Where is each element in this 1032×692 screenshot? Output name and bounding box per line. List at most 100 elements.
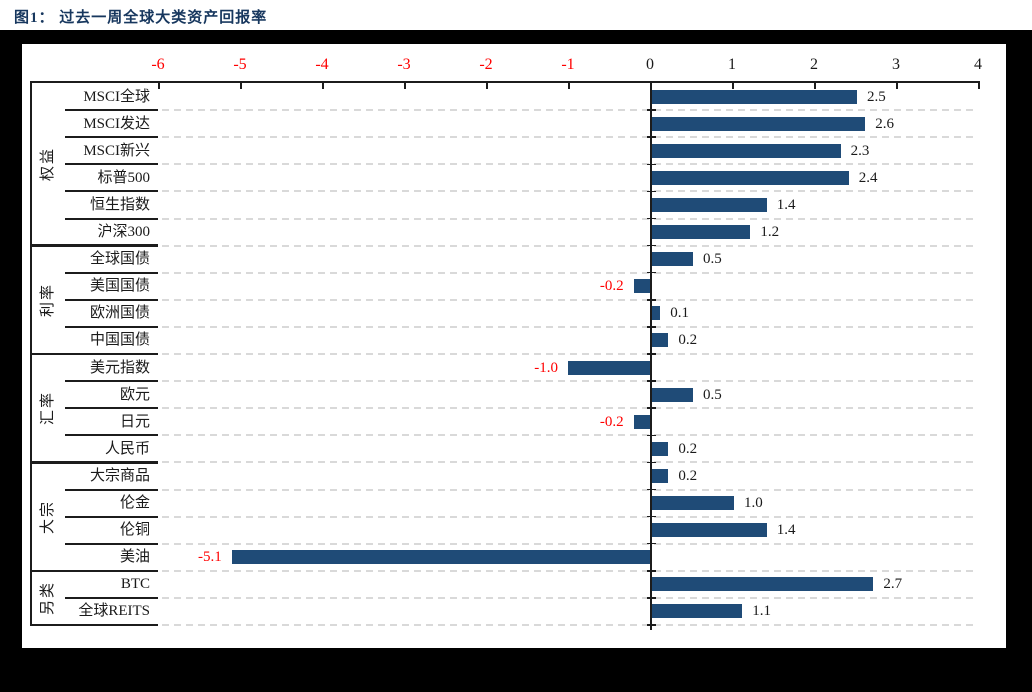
bar — [633, 414, 650, 429]
x-tick-mark — [978, 83, 980, 89]
x-tick-mark — [568, 83, 570, 89]
value-label: 2.5 — [867, 88, 886, 105]
category-label: 伦铜 — [119, 522, 150, 539]
gridline — [162, 244, 978, 247]
bar — [652, 197, 767, 212]
gridline — [162, 380, 978, 383]
value-label: 2.4 — [858, 169, 878, 186]
value-label: 0.5 — [703, 251, 722, 268]
category-label: 中国国债 — [89, 332, 150, 349]
chart-panel: -6 -5 -4 -3 -2 -1 0 1 2 3 4 MSCI全球 2.5 MSCI发达 2.6 MSCI新… — [22, 44, 1006, 648]
figure-title: 图1： 过去一周全球大类资产回报率 — [14, 10, 268, 26]
category-label: 美国国债 — [89, 278, 150, 295]
category-label: MSCI发达 — [83, 115, 150, 132]
row-separator — [65, 136, 158, 139]
zero-line-tick — [646, 488, 656, 491]
row-separator — [65, 407, 158, 410]
row-separator — [65, 271, 158, 274]
gridline — [162, 542, 978, 545]
row-separator — [65, 488, 158, 491]
gridline — [162, 515, 978, 518]
gridline — [162, 353, 978, 355]
bar — [652, 496, 734, 511]
zero-line-tick — [646, 326, 656, 328]
gridline — [162, 271, 978, 274]
gridline — [162, 569, 978, 572]
bar — [568, 360, 650, 375]
value-label: -0.2 — [599, 413, 624, 430]
category-label: 伦金 — [119, 495, 150, 512]
row-separator — [65, 542, 158, 545]
x-tick-mark — [404, 83, 406, 89]
x-tick-label: 2 — [810, 56, 818, 73]
row-separator — [65, 298, 158, 301]
x-tick-label: -1 — [561, 56, 575, 73]
x-tick-mark — [486, 83, 488, 89]
bar — [652, 441, 669, 456]
x-tick-mark — [322, 83, 324, 89]
zero-line-tick — [646, 299, 656, 301]
zero-line-tick — [646, 597, 656, 599]
group-separator — [30, 244, 158, 247]
gridline — [162, 488, 978, 491]
category-label: 标普500 — [97, 169, 150, 186]
x-tick-label: 4 — [974, 56, 982, 73]
value-label: 2.3 — [850, 142, 870, 159]
x-tick-label: -2 — [479, 56, 493, 73]
value-label: 1.4 — [776, 196, 796, 213]
bar — [652, 252, 693, 267]
zero-line-tick — [646, 217, 656, 220]
zero-line-tick — [646, 163, 656, 166]
gridline — [162, 109, 978, 112]
group-label: 权益 — [39, 147, 56, 182]
zero-line — [650, 83, 652, 630]
gridline — [162, 596, 978, 599]
value-label: 1.1 — [752, 603, 771, 620]
group-separator — [30, 569, 158, 572]
zero-line-tick — [646, 570, 656, 572]
category-label: 美元指数 — [89, 359, 150, 376]
gridline — [162, 325, 978, 328]
gridline — [162, 461, 978, 464]
row-separator — [65, 515, 158, 518]
x-tick-mark — [814, 83, 816, 89]
x-tick-label: -5 — [233, 56, 247, 73]
category-label: 大宗商品 — [89, 467, 150, 484]
value-label: -1.0 — [534, 359, 558, 376]
value-label: 0.1 — [670, 305, 689, 322]
value-label: 0.2 — [678, 332, 698, 349]
bar — [652, 468, 669, 483]
category-label: 恒生指数 — [89, 196, 150, 213]
x-tick-label: -3 — [397, 56, 411, 73]
zero-line-tick — [646, 271, 656, 274]
zero-line-tick — [646, 244, 656, 247]
x-tick-label: -6 — [151, 56, 165, 73]
zero-line-tick — [646, 136, 656, 138]
bar — [633, 279, 650, 294]
value-label: 1.4 — [776, 522, 796, 539]
x-tick-label: 0 — [646, 56, 654, 73]
row-separator — [65, 190, 158, 193]
gridline — [162, 190, 978, 193]
bar — [652, 170, 849, 185]
category-label: 人民币 — [104, 440, 150, 457]
zero-line-tick — [646, 109, 656, 111]
category-label: 全球REITS — [78, 603, 150, 620]
category-label: 全球国债 — [89, 251, 150, 268]
zero-line-tick — [646, 515, 656, 518]
row-separator — [65, 217, 158, 220]
value-label: 2.6 — [875, 115, 894, 132]
zero-line-tick — [646, 190, 656, 193]
bar — [652, 116, 866, 131]
value-label: 0.2 — [678, 440, 698, 457]
zero-line-tick — [646, 407, 656, 409]
category-label: 欧洲国债 — [89, 305, 150, 322]
zero-line-tick — [646, 434, 656, 437]
value-label: 2.7 — [883, 576, 903, 593]
gridline — [162, 217, 978, 220]
bar — [652, 89, 857, 104]
gridline — [162, 624, 978, 626]
bar — [652, 523, 767, 538]
gridline — [162, 298, 978, 301]
category-label: 沪深300 — [97, 224, 150, 241]
